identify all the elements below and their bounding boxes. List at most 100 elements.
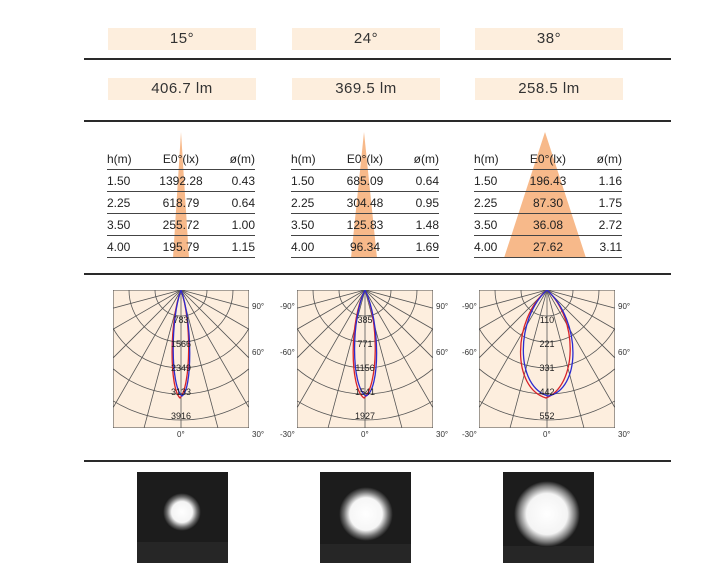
table-row: 3.50 255.72 1.00	[107, 213, 255, 236]
cell: 1.50	[107, 169, 151, 192]
cell: 685.09	[335, 169, 395, 192]
table-row: 3.50 36.08 2.72	[474, 213, 622, 236]
polar-radial-line	[546, 290, 615, 309]
polar-ring-label: 442	[539, 387, 554, 397]
cell: 304.48	[335, 191, 395, 214]
angle-label-right-60: 60°	[618, 348, 631, 357]
header-illuminance: E0°(lx)	[151, 148, 211, 170]
polar-radial-line	[297, 290, 366, 309]
table-row: 1.50 196.43 1.16	[474, 169, 622, 192]
polar-radial-line	[364, 290, 433, 359]
header-diameter: ø(m)	[395, 148, 439, 170]
angle-label-right-90: 90°	[618, 302, 631, 311]
header-illuminance: E0°(lx)	[335, 148, 395, 170]
polar-radial-line	[180, 290, 219, 428]
cell: 196.43	[518, 169, 578, 192]
polar-radial-line	[113, 290, 182, 330]
beam-photo-38	[503, 472, 594, 563]
angle-label-bottom: 0°	[177, 430, 185, 439]
cell: 255.72	[151, 213, 211, 236]
angle-label-left-60: -60°	[462, 348, 477, 357]
polar-radial-line	[546, 290, 585, 428]
cell: 4.00	[474, 235, 518, 258]
cell: 96.34	[335, 235, 395, 258]
table-header-row: h(m) E0°(lx) ø(m)	[291, 148, 439, 170]
divider	[84, 120, 671, 122]
angle-label-left-30: -30°	[462, 430, 477, 439]
polar-radial-line	[509, 290, 548, 428]
angle-label-right-60: 60°	[252, 348, 265, 357]
polar-ring-label: 552	[539, 411, 554, 421]
angle-label-right-30: 30°	[252, 430, 265, 439]
cell: 4.00	[291, 235, 335, 258]
polar-radial-line	[479, 290, 548, 330]
cell: 1.16	[578, 169, 622, 192]
light-spot-image	[503, 472, 594, 563]
polar-ring-label: 1927	[355, 411, 375, 421]
cell: 1.50	[474, 169, 518, 192]
angle-label-left-60: -60°	[280, 348, 295, 357]
divider	[84, 460, 671, 462]
polar-radial-line	[364, 290, 433, 409]
cell: 3.50	[474, 213, 518, 236]
polar-ring-label: 1566	[171, 339, 191, 349]
distribution-curve-red	[352, 290, 376, 399]
cell: 2.25	[291, 191, 335, 214]
beam-angle-24: 24°	[292, 28, 440, 50]
polar-radial-line	[479, 290, 548, 359]
cell: 3.50	[107, 213, 151, 236]
light-spot-image	[320, 472, 411, 563]
cell: 2.25	[474, 191, 518, 214]
beam-angle-15: 15°	[108, 28, 256, 50]
cell: 1.00	[211, 213, 255, 236]
polar-ring-label: 783	[173, 315, 188, 325]
cell: 1.50	[291, 169, 335, 192]
polar-ring-label: 1541	[355, 387, 375, 397]
polar-radial-line	[180, 290, 249, 309]
polar-radial-line	[546, 290, 615, 409]
cell: 0.95	[395, 191, 439, 214]
polar-radial-line	[297, 290, 366, 409]
polar-radial-line	[364, 290, 403, 428]
photometric-table-38: h(m) E0°(lx) ø(m) 1.50 196.43 1.16 2.25 87.…	[474, 132, 622, 262]
polar-radial-line	[180, 290, 249, 409]
angle-label-right-90: 90°	[436, 302, 449, 311]
polar-ring-label: 385	[357, 315, 372, 325]
cell: 1392.28	[151, 169, 211, 192]
table-row: 2.25 304.48 0.95	[291, 191, 439, 214]
cell: 3.11	[578, 235, 622, 258]
lumens-24: 369.5 lm	[292, 78, 440, 100]
polar-diagram-38: 110 221 331 442 552	[479, 290, 615, 428]
polar-radial-line	[546, 290, 615, 359]
cell: 1.75	[578, 191, 622, 214]
photometric-table-24: h(m) E0°(lx) ø(m) 1.50 685.09 0.64 2.25 304…	[291, 132, 439, 262]
polar-ring-label: 3133	[171, 387, 191, 397]
cell: 4.00	[107, 235, 151, 258]
polar-radial-line	[113, 290, 182, 409]
cell: 0.64	[211, 191, 255, 214]
table-row: 4.00 195.79 1.15	[107, 235, 255, 258]
angle-label-right-30: 30°	[436, 430, 449, 439]
polar-ring-label: 2349	[171, 363, 191, 373]
cell: 3.50	[291, 213, 335, 236]
table-row: 4.00 27.62 3.11	[474, 235, 622, 258]
distribution-curve-blue	[353, 290, 378, 397]
light-spot-image	[137, 472, 228, 563]
cell: 0.64	[395, 169, 439, 192]
polar-radial-line	[113, 290, 182, 359]
polar-radial-line	[327, 290, 366, 428]
distribution-curve-blue	[522, 290, 574, 397]
angle-label-right-90: 90°	[252, 302, 265, 311]
table-header-row: h(m) E0°(lx) ø(m)	[107, 148, 255, 170]
polar-radial-line	[297, 290, 366, 359]
cell: 125.83	[335, 213, 395, 236]
angle-label-left-30: -30°	[280, 430, 295, 439]
header-height: h(m)	[291, 148, 335, 170]
divider	[84, 273, 671, 275]
cell: 27.62	[518, 235, 578, 258]
header-height: h(m)	[474, 148, 518, 170]
cell: 2.72	[578, 213, 622, 236]
polar-ring-label: 110	[540, 315, 554, 325]
divider	[84, 58, 671, 60]
header-diameter: ø(m)	[211, 148, 255, 170]
